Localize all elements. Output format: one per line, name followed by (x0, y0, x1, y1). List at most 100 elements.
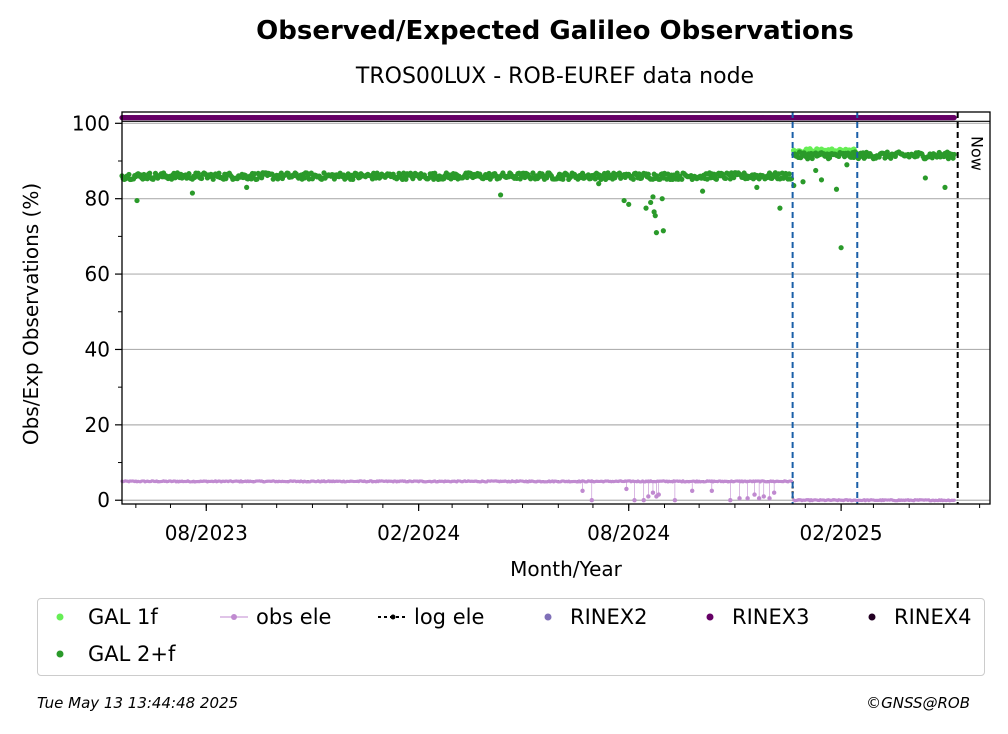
gal-2f-outlier (244, 184, 250, 190)
legend-marker-log-ele (376, 607, 410, 627)
legend-label-obs-ele: obs ele (256, 605, 332, 629)
obs-ele-outlier (752, 492, 757, 497)
now-label: Now (968, 136, 987, 171)
gal-2f-point (464, 174, 470, 181)
footer-timestamp: Tue May 13 13:44:48 2025 (37, 694, 239, 712)
y-tick-label: 80 (85, 187, 110, 211)
gal-2f-outlier (833, 186, 840, 192)
gal-2f-outlier (699, 188, 706, 194)
rinex3-point (951, 115, 957, 121)
gal-2f-point (544, 175, 550, 181)
obs-ele-outlier (624, 486, 629, 492)
legend-label-rinex3: RINEX3 (732, 605, 810, 629)
legend-marker-rinex4 (856, 607, 890, 627)
gal-2f-point (126, 171, 132, 178)
y-tick-label: 20 (85, 413, 110, 437)
legend-marker-gal-2f (50, 644, 84, 664)
gal-2f-outlier (652, 213, 658, 219)
obs-ele-outlier (728, 498, 733, 503)
legend-marker-gal-1f (50, 607, 84, 627)
gal-2f-point (199, 175, 205, 182)
chart-svg: 0 20 40 60 80 100 08/2023 02/2024 08/2024 02/2025… (19, 111, 991, 581)
y-axis-label: Obs/Exp Observations (%) (19, 183, 43, 445)
obs-ele-outlier (632, 498, 637, 503)
obs-ele-outlier (709, 488, 715, 494)
gal-2f-point (723, 175, 729, 182)
obs-ele-outlier (641, 498, 646, 503)
gal-2f-outlier (922, 175, 928, 181)
obs-ele-outlier (756, 496, 762, 501)
gal-2f-outlier (777, 205, 783, 211)
legend-item-rinex4: RINEX4 (856, 605, 972, 629)
gal-2f-point (713, 176, 720, 182)
obs-ele-outlier (672, 498, 678, 503)
gal-2f-point (530, 170, 536, 176)
plot-frame (121, 111, 991, 505)
gal-2f-outlier (650, 194, 656, 200)
chart-subtitle: TROS00LUX - ROB-EUREF data node (355, 64, 755, 89)
gal-2f-point (403, 176, 409, 182)
gal-2f-point (579, 170, 586, 176)
y-tick-label: 60 (85, 262, 110, 286)
gal-2f-outlier (497, 192, 504, 198)
gal-2f-outlier (660, 228, 666, 234)
gal-2f-point (679, 176, 685, 182)
gal-2f-point (147, 170, 153, 176)
gal-2f-outlier (942, 184, 948, 190)
gal-2f-outlier (648, 199, 654, 206)
obs-ele-outlier (767, 496, 772, 501)
gal-2f-outlier (838, 245, 844, 251)
obs-ele-outlier (745, 496, 750, 501)
legend-item-rinex3: RINEX3 (694, 605, 810, 629)
y-tick-label: 40 (85, 337, 110, 361)
gal-2f-outlier (643, 205, 649, 211)
gal-2f-point (888, 155, 894, 161)
x-tick-label: 02/2025 (800, 521, 883, 545)
gal-2f-outlier (754, 184, 760, 190)
gal-2f-point (560, 176, 566, 182)
legend-item-gal-2f: GAL 2+f (50, 642, 175, 666)
legend-item-log-ele: log ele (376, 605, 484, 629)
gal-2f-outlier (189, 190, 196, 196)
obs-ele-outlier (761, 494, 766, 499)
gal-2f-outlier (626, 201, 632, 207)
gal-2f-point (301, 175, 307, 181)
legend-label-rinex2: RINEX2 (570, 605, 648, 629)
x-axis-label: Month/Year (510, 557, 623, 581)
legend-item-gal-1f: GAL 1f (50, 605, 158, 629)
gal-2f-outlier (800, 179, 806, 185)
gal-2f-outlier (621, 197, 627, 204)
x-tick-label: 02/2024 (377, 521, 460, 545)
legend-marker-rinex2 (532, 607, 566, 627)
y-tick-label: 100 (72, 111, 110, 135)
obs-ele-outlier (646, 494, 651, 499)
legend-marker-rinex3 (694, 607, 728, 627)
obs-ele-point (952, 498, 956, 502)
obs-ele-outlier (737, 496, 742, 501)
gal-2f-outlier (844, 162, 850, 168)
chart-title: Observed/Expected Galileo Observations (256, 16, 854, 46)
y-tick-label: 0 (97, 488, 110, 512)
gal-2f-point (645, 171, 651, 177)
legend-item-obs-ele: obs ele (218, 605, 331, 629)
obs-ele-outlier (589, 498, 594, 503)
gal-2f-point (630, 176, 636, 182)
gal-2f-outlier (659, 196, 665, 202)
obs-ele-outlier (656, 492, 661, 497)
legend-label-log-ele: log ele (414, 605, 485, 629)
x-tick-label: 08/2023 (165, 521, 248, 545)
gal-2f-point (786, 171, 792, 177)
obs-ele-outlier (650, 490, 656, 495)
gal-2f-outlier (134, 197, 140, 204)
x-tick-label: 08/2024 (587, 521, 670, 545)
legend-item-rinex2: RINEX2 (532, 605, 648, 629)
obs-ele-outlier (771, 490, 777, 495)
footer-copyright: ©GNSS@ROB (866, 694, 970, 712)
gal-2f-point (951, 151, 957, 158)
obs-ele-outlier (690, 488, 695, 494)
legend-label-gal-1f: GAL 1f (88, 605, 158, 629)
legend-marker-obs-ele (218, 607, 252, 627)
gal-2f-point (731, 175, 737, 181)
gal-2f-outlier (596, 181, 602, 187)
legend-label-rinex4: RINEX4 (894, 605, 972, 629)
